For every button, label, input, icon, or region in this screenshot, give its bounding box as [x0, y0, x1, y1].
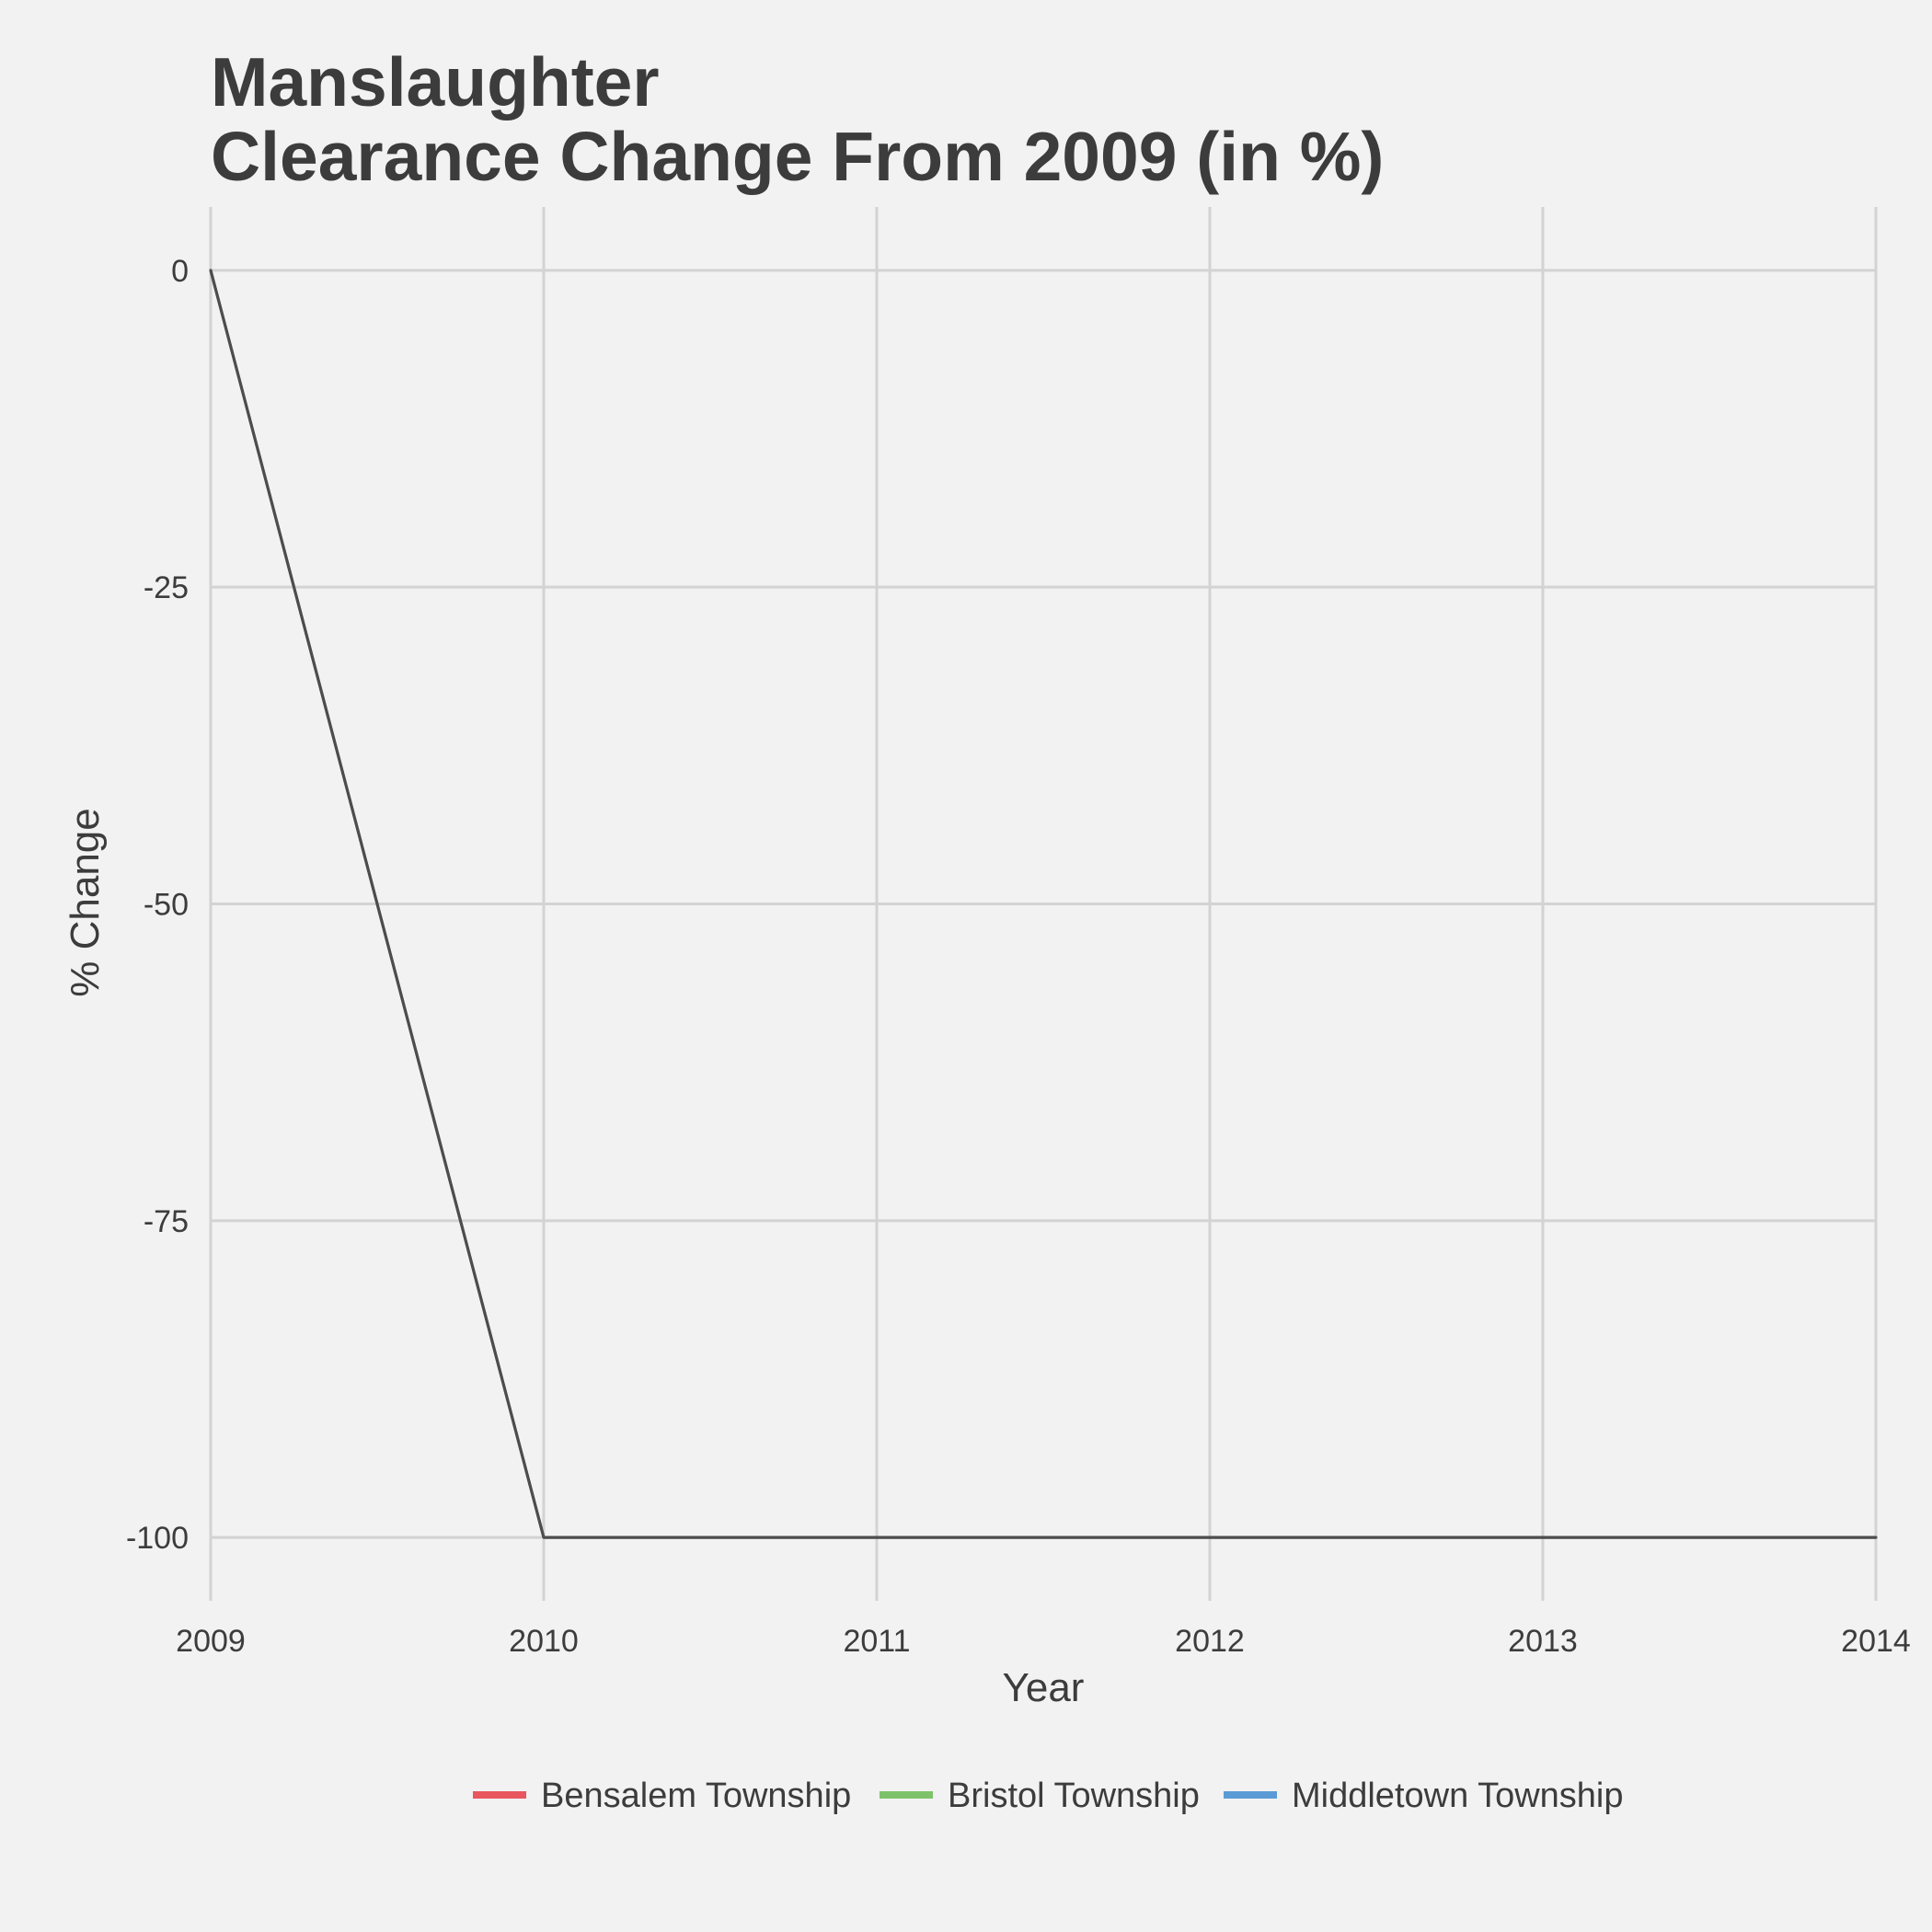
x-tick-label: 2012	[1175, 1624, 1245, 1659]
x-tick-labels: 2009 2010 2011 2012 2013 2014	[176, 1624, 1911, 1659]
x-tick-label: 2013	[1508, 1624, 1578, 1659]
legend-label: Middletown Township	[1292, 1777, 1624, 1815]
y-tick-label: -50	[144, 888, 189, 923]
x-axis-title: Year	[1003, 1665, 1085, 1710]
grid-layer	[209, 207, 1878, 1601]
x-tick-label: 2014	[1841, 1624, 1911, 1659]
x-tick-label: 2010	[509, 1624, 579, 1659]
y-tick-label: -25	[144, 570, 189, 605]
legend-label: Bristol Township	[948, 1777, 1200, 1815]
series-layer	[209, 269, 1878, 1539]
legend-label: Bensalem Township	[541, 1777, 851, 1815]
series-line-middletown-township	[209, 269, 1878, 1539]
chart-subtitle: Clearance Change From 2009 (in %)	[211, 118, 1384, 195]
x-tick-label: 2011	[843, 1624, 910, 1659]
x-tick-label: 2009	[176, 1624, 246, 1659]
y-axis-title: % Change	[63, 808, 108, 996]
y-tick-labels: 0 -25 -50 -75 -100	[126, 254, 189, 1556]
chart-title: Manslaughter	[211, 43, 660, 121]
legend: Bensalem Township Bristol Township Middlet…	[473, 1777, 1624, 1815]
y-tick-label: -75	[144, 1204, 189, 1239]
y-tick-label: 0	[171, 254, 189, 289]
y-tick-label: -100	[126, 1521, 189, 1556]
